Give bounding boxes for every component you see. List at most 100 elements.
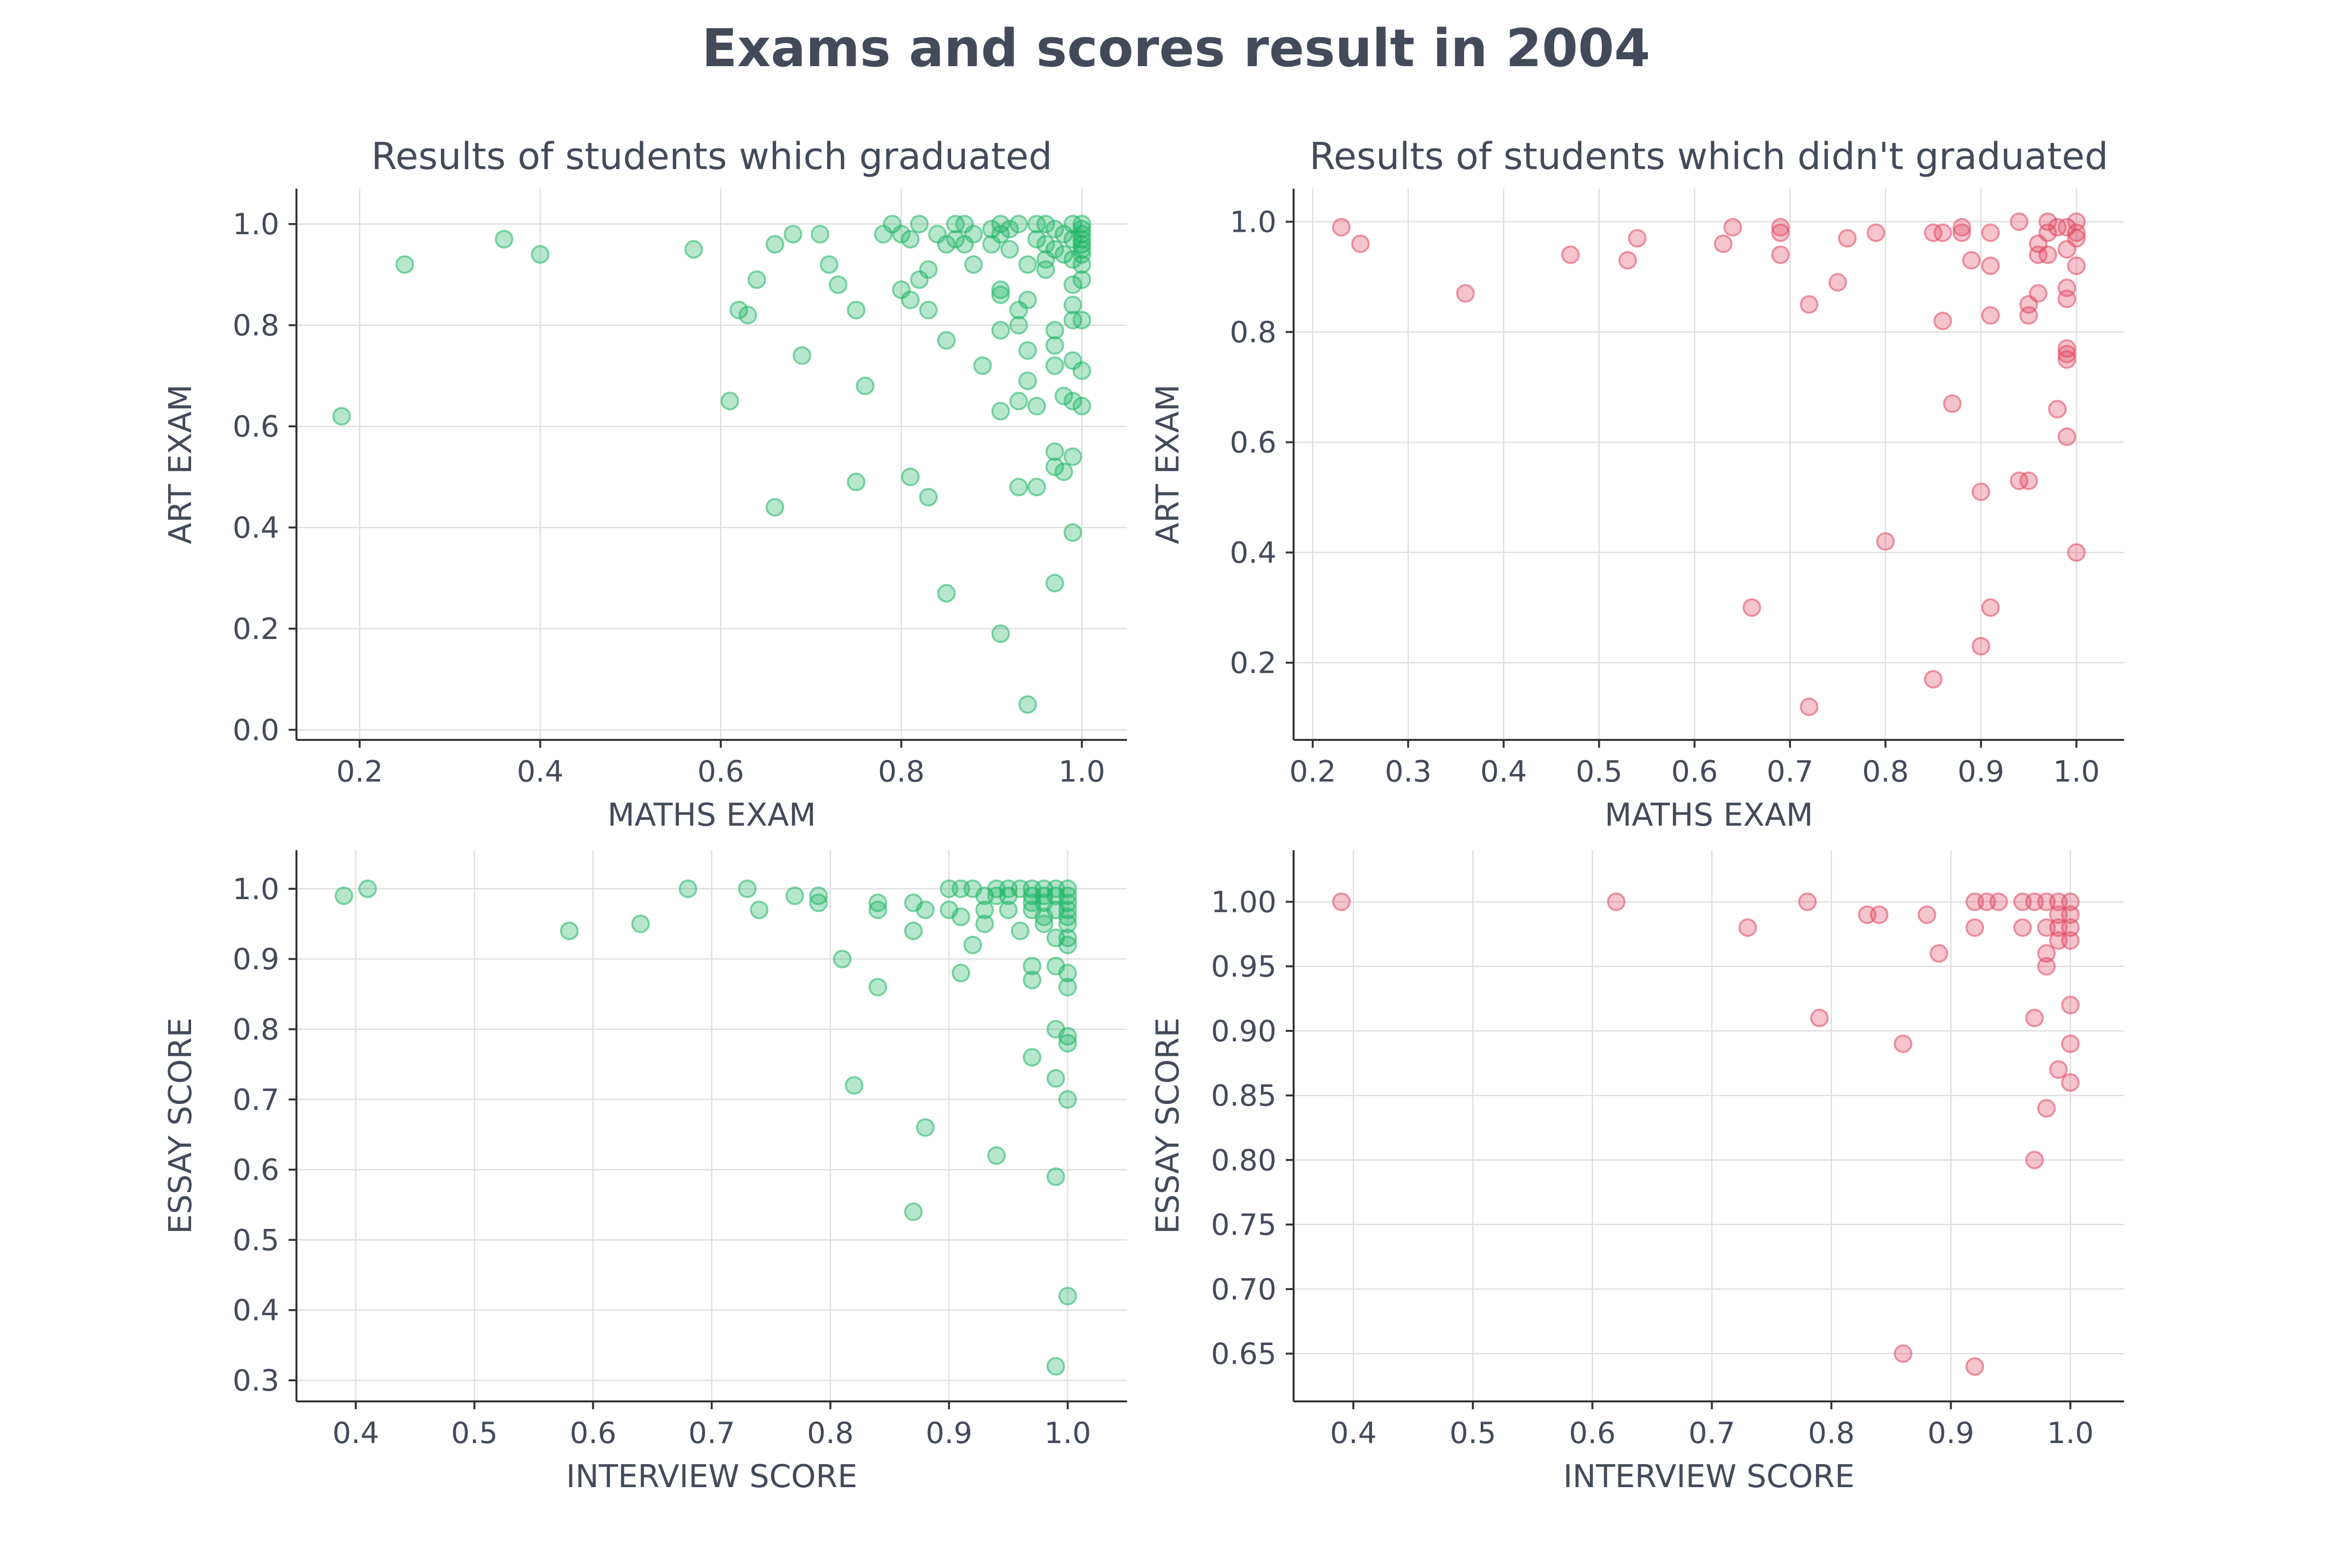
data-point (973, 356, 992, 375)
y-tick-label: 0.2 (233, 612, 279, 646)
data-point (1063, 392, 1082, 411)
data-point (2019, 306, 2038, 325)
data-point (937, 235, 956, 254)
x-tick-label: 0.8 (1808, 1416, 1855, 1450)
y-tick-label: 0.70 (1211, 1273, 1276, 1307)
data-point (1058, 978, 1077, 997)
data-point (1063, 523, 1082, 542)
data-point (1072, 270, 1091, 289)
x-tick-label: 0.4 (1330, 1416, 1376, 1450)
data-point (1058, 963, 1077, 982)
data-point (1045, 240, 1064, 259)
data-point (1943, 394, 1962, 413)
data-point (560, 921, 579, 940)
data-point (1072, 215, 1091, 234)
data-point (1054, 387, 1074, 406)
data-point (1018, 371, 1037, 391)
data-point (1063, 447, 1082, 466)
x-axis-label: INTERVIEW SCORE (1563, 1459, 1855, 1495)
data-point (1045, 336, 1064, 355)
data-point (1058, 929, 1077, 948)
data-point (2009, 212, 2029, 231)
data-point (987, 1146, 1006, 1165)
data-point (2025, 1008, 2044, 1028)
x-tick-label: 0.6 (1569, 1416, 1616, 1450)
y-tick-label: 0.6 (233, 1153, 279, 1187)
data-point (531, 245, 550, 264)
data-point (1876, 532, 1895, 551)
data-point (1351, 234, 1370, 253)
data-point (991, 624, 1010, 643)
data-point (1018, 695, 1037, 714)
y-tick-label: 1.00 (1211, 885, 1276, 919)
data-point (1456, 284, 1475, 303)
data-point (1893, 1344, 1912, 1363)
data-point (1036, 260, 1055, 279)
data-point (1027, 396, 1046, 416)
data-point (1023, 956, 1042, 976)
data-point (2058, 290, 2077, 308)
data-point (2025, 1151, 2044, 1170)
data-point (1046, 1167, 1065, 1186)
x-tick-label: 1.0 (2053, 755, 2100, 789)
data-point (991, 280, 1010, 299)
data-point (1771, 218, 1790, 237)
y-tick-label: 1.0 (233, 207, 279, 242)
x-tick-label: 0.8 (878, 755, 925, 789)
data-point (1058, 886, 1077, 906)
data-point (1058, 879, 1077, 898)
data-point (1023, 1048, 1042, 1067)
data-point (2049, 1060, 2068, 1079)
x-tick-label: 0.9 (1958, 755, 2004, 789)
y-tick-label: 0.65 (1211, 1337, 1276, 1372)
x-tick-label: 0.3 (1385, 755, 1431, 789)
y-axis-label: ESSAY SCORE (163, 1018, 199, 1234)
data-point (1771, 245, 1790, 264)
data-point (991, 285, 1010, 304)
y-axis-label: ESSAY SCORE (1150, 1018, 1186, 1234)
data-point (916, 1118, 935, 1137)
data-point (809, 886, 828, 906)
x-tick-label: 1.0 (1058, 755, 1105, 789)
data-point (1018, 341, 1037, 360)
x-tick-label: 0.5 (1449, 1416, 1496, 1450)
data-point (1054, 245, 1074, 264)
data-point (2029, 245, 2048, 264)
data-point (1072, 230, 1091, 249)
data-point (1009, 215, 1028, 234)
panel-title: Results of students which graduated (371, 134, 1053, 178)
data-point (1924, 670, 1943, 689)
data-point (1870, 905, 1889, 924)
data-point (2061, 892, 2080, 911)
x-axis-label: INTERVIEW SCORE (566, 1459, 858, 1495)
data-point (1072, 224, 1091, 244)
data-point (820, 255, 839, 274)
data-point (904, 921, 923, 940)
data-point (1046, 1069, 1065, 1088)
data-point (2058, 427, 2077, 446)
data-point (747, 270, 766, 289)
data-point (1981, 256, 2000, 275)
y-tick-label: 0.4 (233, 511, 279, 545)
x-tick-label: 0.7 (1689, 1416, 1735, 1450)
data-point (1965, 1357, 1984, 1376)
data-point (1045, 457, 1064, 476)
x-axis-label: MATHS EXAM (1605, 797, 1813, 833)
x-axis-label: MATHS EXAM (608, 797, 816, 833)
x-tick-label: 0.4 (517, 755, 564, 789)
data-point (2058, 350, 2077, 369)
data-point (1618, 251, 1637, 270)
data-point (1798, 892, 1817, 911)
panels: 0.2 0.4 0.6 0.8 1.0 0.0 0.2 0.4 0.6 0.8 1.0 MATHS E… (163, 134, 2124, 1495)
x-tick-label: 0.8 (1862, 755, 1909, 789)
data-point (2048, 218, 2067, 237)
data-point (765, 235, 784, 254)
data-point (1981, 306, 2000, 325)
x-tick-label: 0.7 (688, 1416, 735, 1450)
data-point (1018, 291, 1037, 310)
y-tick-label: 0.4 (1230, 536, 1276, 570)
data-point (892, 224, 911, 244)
data-point (2019, 471, 2038, 490)
data-point (1332, 892, 1351, 911)
data-point (1738, 918, 1757, 937)
